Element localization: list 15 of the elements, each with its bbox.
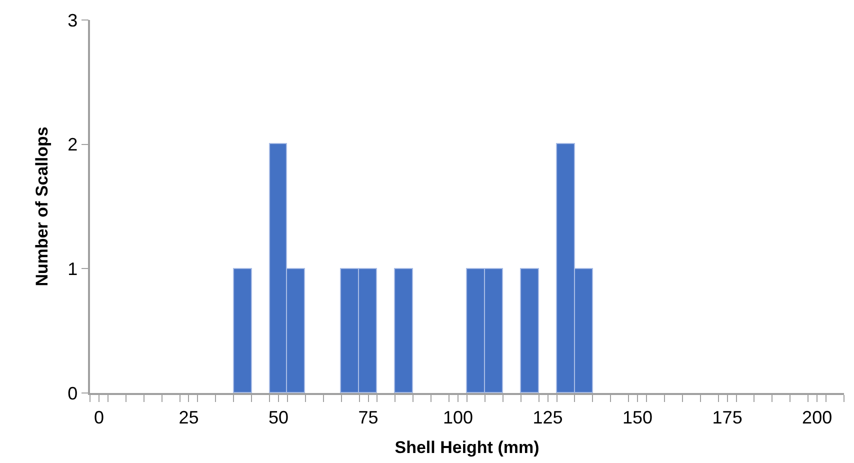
x-tick-label: 100 (442, 407, 474, 428)
y-tick-label: 0 (68, 383, 78, 404)
x-axis-title: Shell Height (mm) (394, 438, 540, 458)
y-tick-label: 1 (68, 258, 78, 279)
x-tick-label: 125 (532, 407, 563, 428)
y-tick-label: 3 (68, 10, 78, 30)
x-tick-label: 25 (178, 407, 199, 428)
y-axis-title: Number of Scallops (32, 126, 52, 286)
x-tick-label: 0 (94, 407, 104, 428)
x-tick-label: 150 (622, 407, 653, 428)
x-tick-label: 75 (358, 407, 378, 428)
x-tick-label: 175 (712, 407, 742, 428)
x-tick-label: 50 (268, 407, 289, 428)
x-tick-label: 200 (802, 407, 832, 428)
y-tick-label: 2 (68, 134, 78, 155)
